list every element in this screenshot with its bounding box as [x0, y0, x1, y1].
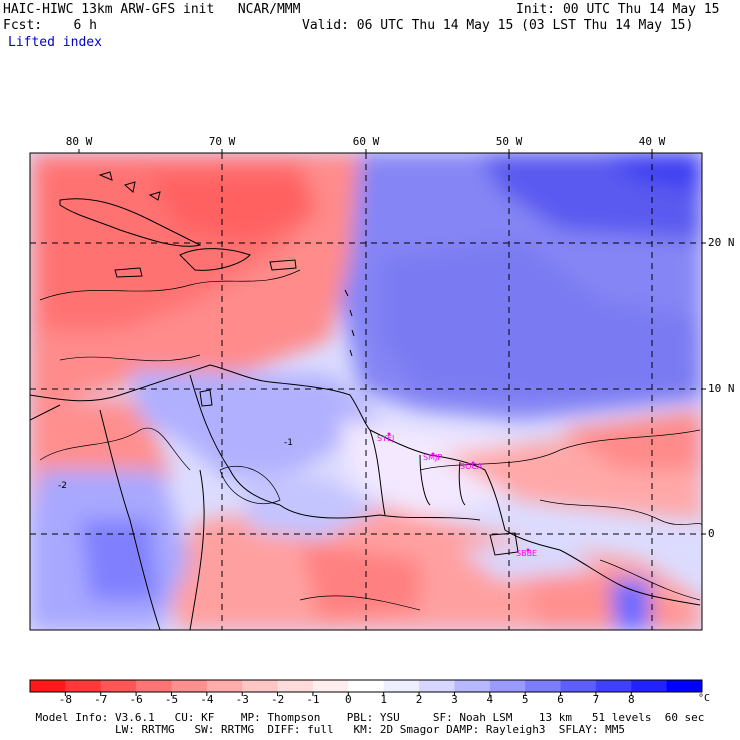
forecast-hour: Fcst: 6 h	[3, 18, 97, 33]
lat-label-20n: 20 N	[708, 236, 735, 249]
colorbar-label: -3	[235, 693, 249, 706]
model-title: HAIC-HIWC 13km ARW-GFS init NCAR/MMM	[3, 2, 301, 17]
contour-label: -2	[58, 481, 67, 491]
axis-ticks	[78, 149, 706, 535]
colorbar-swatch	[525, 680, 562, 692]
colorbar-unit: °C	[697, 693, 711, 704]
colorbar-label: -7	[94, 693, 108, 706]
station-dot-soca	[471, 461, 475, 465]
station-markers: SYEJ SMJP SOCA SBBE	[377, 432, 537, 558]
colorbar-label: 0	[345, 693, 352, 706]
colorbar-swatch	[666, 680, 703, 692]
lon-label-70w: 70 W	[208, 135, 236, 148]
colorbar-label: -6	[129, 693, 143, 706]
station-label-syej: SYEJ	[377, 434, 394, 443]
colorbar-frame	[29, 679, 703, 693]
colorbar-label: -5	[164, 693, 179, 706]
lon-label-80w: 80 W	[65, 135, 93, 148]
station-label-sbbe: SBBE	[516, 549, 537, 558]
colorbar-swatch	[136, 680, 172, 692]
field-name: Lifted index	[8, 35, 102, 50]
colorbar-swatch	[419, 680, 455, 692]
colorbar-label: 4	[486, 693, 494, 706]
colorbar-swatch	[100, 680, 137, 692]
colorbar-label: -1	[306, 693, 320, 706]
colorbar-label: -8	[58, 693, 72, 706]
colorbar-swatch	[489, 680, 526, 692]
init-time: Init: 00 UTC Thu 14 May 15	[516, 2, 720, 17]
lat-label-10n: 10 N	[708, 382, 735, 395]
colorbar-swatch	[30, 680, 66, 692]
model-info-line2: LW: RRTMG SW: RRTMG DIFF: full KM: 2D Sm…	[115, 723, 625, 736]
colorbar-swatch	[242, 680, 279, 692]
colorbar-swatch	[65, 680, 102, 692]
lon-label-60w: 60 W	[352, 135, 380, 148]
lifted-index-field	[30, 153, 702, 630]
station-dot-smjp	[431, 452, 435, 456]
lon-label-40w: 40 W	[638, 135, 666, 148]
colorbar-swatch	[277, 680, 314, 692]
colorbar-swatch	[454, 680, 491, 692]
coastlines	[30, 171, 701, 630]
colorbar-swatch	[595, 680, 632, 692]
station-label-smjp: SMJP	[423, 453, 442, 462]
colorbar-label: -2	[270, 693, 285, 706]
colorbar-label: 7	[592, 693, 600, 706]
colorbar-label: 8	[627, 693, 635, 706]
colorbar-swatch	[348, 680, 385, 692]
colorbar-swatch	[631, 680, 668, 692]
map-frame	[29, 152, 703, 631]
colorbar	[30, 680, 703, 696]
colorbar-label: 2	[415, 693, 423, 706]
model-info-line1: Model Info: V3.6.1 CU: KF MP: Thompson P…	[35, 711, 705, 724]
lat-lon-grid	[30, 153, 702, 630]
colorbar-label: 5	[521, 693, 529, 706]
colorbar-swatch	[560, 680, 597, 692]
colorbar-label: 1	[380, 693, 387, 706]
station-label-soca: SOCA	[460, 462, 483, 471]
colorbar-label: 6	[557, 693, 564, 706]
colorbar-swatch	[171, 680, 208, 692]
lat-label-0: 0	[708, 527, 715, 540]
colorbar-swatch	[383, 680, 420, 692]
station-dot-syej	[387, 432, 391, 436]
colorbar-label: 3	[451, 693, 458, 706]
station-dot-sbbe	[526, 548, 530, 552]
valid-time: Valid: 06 UTC Thu 14 May 15 (03 LST Thu …	[302, 18, 694, 33]
colorbar-swatch	[312, 680, 349, 692]
colorbar-label: -4	[200, 693, 214, 706]
contour-labels: -2 -1	[58, 438, 293, 491]
contour-label: -1	[284, 438, 293, 448]
lon-label-50w: 50 W	[495, 135, 523, 148]
colorbar-swatch	[206, 680, 243, 692]
